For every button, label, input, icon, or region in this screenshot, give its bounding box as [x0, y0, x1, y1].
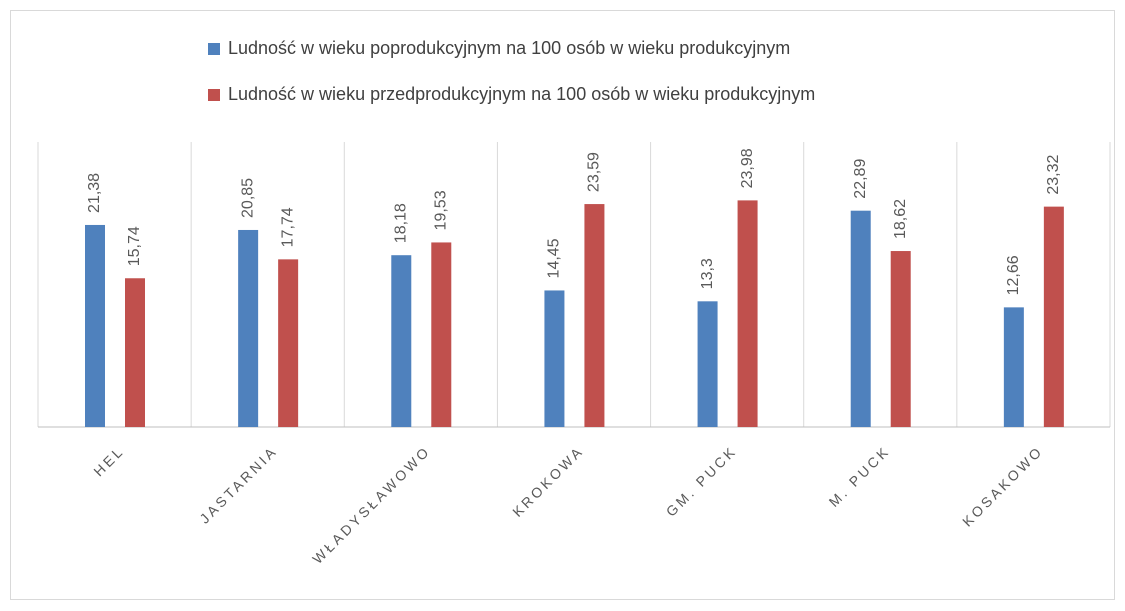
data-label: 22,89: [852, 159, 869, 199]
data-label: 20,85: [239, 178, 256, 218]
data-label: 21,38: [86, 173, 103, 213]
bar: [431, 242, 452, 427]
data-label: 23,32: [1045, 154, 1062, 194]
legend-swatch: [208, 43, 220, 55]
legend-swatch: [208, 89, 220, 101]
data-label: 19,53: [433, 190, 450, 230]
bar: [391, 255, 412, 427]
bar: [125, 278, 145, 427]
data-label: 23,98: [739, 148, 756, 188]
bar: [544, 290, 565, 427]
data-label: 13,3: [699, 258, 716, 289]
bar: [1003, 307, 1024, 427]
bar: [238, 229, 259, 427]
data-label: 12,66: [1005, 255, 1022, 295]
bar: [737, 200, 758, 427]
bar: [584, 204, 605, 427]
data-label: 18,62: [892, 199, 909, 239]
bar: [85, 224, 105, 427]
bar: [697, 301, 718, 427]
data-label: 14,45: [546, 238, 563, 278]
bar: [1043, 206, 1064, 427]
bar: [278, 259, 299, 427]
legend-label: Ludność w wieku przedprodukcyjnym na 100…: [228, 84, 815, 104]
data-label: 17,74: [279, 207, 296, 247]
legend-label: Ludność w wieku poprodukcyjnym na 100 os…: [228, 38, 790, 58]
data-label: 23,59: [586, 152, 603, 192]
bar: [890, 251, 911, 427]
bar: [850, 210, 871, 427]
data-label: 18,18: [393, 203, 410, 243]
data-label: 15,74: [126, 226, 143, 266]
